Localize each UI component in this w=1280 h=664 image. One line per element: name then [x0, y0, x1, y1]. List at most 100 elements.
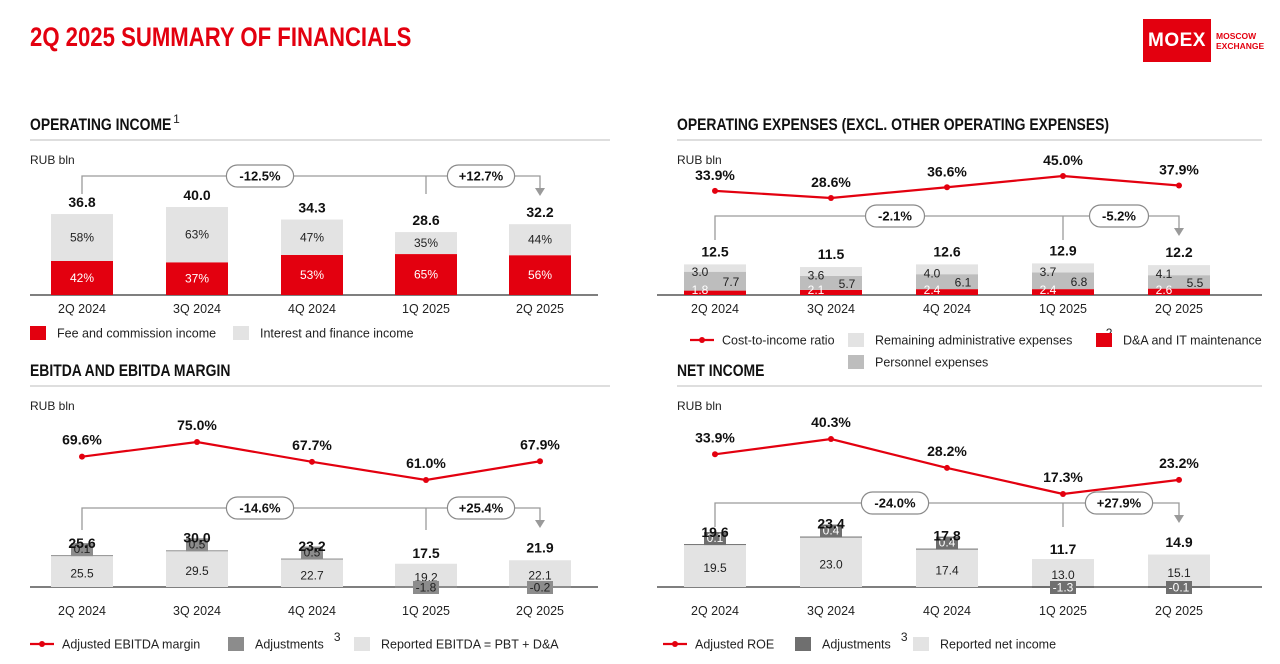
ebitda-margin-label: 61.0%	[406, 455, 446, 471]
legend-ebitda-margin-swatch-dot	[39, 641, 45, 647]
operating-expenses-bar-admin	[1148, 265, 1210, 276]
ebitda-margin-point	[79, 453, 85, 460]
operating-expenses-da-label: 2.1	[808, 283, 825, 297]
operating-expenses-da-label: 2.4	[924, 283, 941, 297]
ebitda-bar-reported	[395, 563, 457, 587]
cost-to-income-point	[828, 195, 834, 201]
operating-income-bar-interest	[281, 219, 343, 256]
net-income-adjustment-label: 0.1	[707, 531, 724, 545]
operating-expenses-compare-2-pill	[1088, 204, 1150, 228]
operating-expenses-personnel-label: 7.7	[723, 275, 740, 289]
logo-mark: MOEX	[1143, 19, 1211, 62]
legend-fee-swatch	[30, 326, 46, 340]
page-title: 2Q 2025 SUMMARY OF FINANCIALS	[30, 22, 412, 52]
net-income-compare-1-label: -24.0%	[874, 496, 916, 511]
ebitda-adjustment-label: 0.1	[74, 542, 91, 556]
ebitda-margin-label: 75.0%	[177, 417, 217, 433]
legend-admin-label: Remaining administrative expenses	[875, 334, 1072, 348]
legend-ebitda-adjustments-note: 3	[334, 630, 341, 644]
net-income-adjustment-box	[1166, 581, 1192, 594]
ebitda-margin-label: 67.9%	[520, 436, 560, 452]
operating-income-total: 34.3	[298, 200, 325, 216]
legend-cost-to-income-label: Cost-to-income ratio	[722, 334, 835, 348]
cost-to-income-label: 28.6%	[811, 174, 851, 190]
ebitda-adjustment-box	[413, 581, 439, 594]
operating-expenses-bar-personnel	[684, 271, 746, 291]
ebitda-margin-label: 69.6%	[62, 432, 102, 448]
legend-net-reported-swatch	[913, 637, 929, 651]
operating-expenses-title: OPERATING EXPENSES (EXCL. OTHER OPERATIN…	[677, 116, 1109, 135]
operating-income-bracket	[81, 175, 541, 194]
net-income-tick: 3Q 2024	[807, 604, 855, 618]
net-income-adjustment-box	[704, 532, 726, 546]
legend-net-adjustments-swatch	[795, 637, 811, 651]
operating-income-arrow	[535, 188, 545, 196]
net-income-compare-2-label: +27.9%	[1097, 496, 1142, 511]
operating-expenses-total: 12.9	[1049, 242, 1076, 258]
net-income-adjustment-label: 0.4	[939, 536, 956, 550]
ebitda-total: 21.9	[526, 540, 553, 556]
net-income-bracket	[714, 502, 1180, 527]
legend-personnel-label: Personnel expenses	[875, 356, 988, 370]
net-income-tick: 2Q 2025	[1155, 604, 1203, 618]
operating-expenses-tick: 1Q 2025	[1039, 302, 1087, 316]
operating-expenses-da-label: 2.4	[1040, 283, 1057, 297]
net-income-total: 17.8	[933, 528, 960, 544]
operating-expenses-da-label: 2.6	[1156, 283, 1173, 297]
legend-personnel-swatch	[848, 355, 864, 369]
cost-to-income-label: 45.0%	[1043, 152, 1083, 168]
net-income-adjustment-label: -0.1	[1169, 581, 1190, 595]
legend-ebitda-margin-label: Adjusted EBITDA margin	[62, 638, 200, 652]
operating-income-total: 36.8	[68, 194, 95, 210]
legend-fee-label: Fee and commission income	[57, 327, 216, 341]
operating-expenses-bar-admin	[1032, 263, 1094, 273]
legend-ebitda-adjustments-label: Adjustments	[255, 638, 324, 652]
operating-expenses-bar-da	[684, 290, 746, 295]
legend-adjusted-roe-swatch-dot	[672, 641, 678, 647]
operating-income-compare-1-label: -12.5%	[239, 169, 281, 184]
operating-income-compare-1-pill	[225, 164, 295, 188]
operating-income-bar-interest	[395, 232, 457, 255]
ebitda-margin-point	[194, 439, 200, 445]
operating-expenses-bar-personnel	[1032, 272, 1094, 290]
operating-income-bar-fee	[166, 262, 228, 295]
ebitda-unit: RUB bln	[30, 399, 75, 413]
logo-subtitle: MOSCOW EXCHANGE	[1216, 31, 1265, 51]
operating-income-title: OPERATING INCOME	[30, 116, 171, 135]
operating-income-bar-interest	[51, 214, 113, 261]
moex-logo: MOEX MOSCOW EXCHANGE	[1143, 19, 1268, 62]
cost-to-income-label: 33.9%	[695, 167, 735, 183]
ebitda-margin-point	[309, 458, 315, 465]
ebitda-adjustment-label: 0.5	[304, 546, 321, 560]
ebitda-bracket	[81, 507, 541, 530]
ebitda-adjustment-box	[71, 543, 93, 557]
cost-to-income-point	[944, 184, 950, 191]
operating-expenses-tick: 2Q 2025	[1155, 302, 1203, 316]
net-income-bar-reported	[800, 537, 862, 587]
operating-expenses-bar-admin	[800, 267, 862, 276]
operating-expenses-total: 11.5	[818, 246, 845, 262]
operating-expenses-compare-1-pill	[864, 204, 926, 228]
operating-expenses-tick: 2Q 2024	[691, 302, 739, 316]
ebitda-tick: 1Q 2025	[402, 604, 450, 618]
ebitda-total: 30.0	[183, 530, 210, 546]
operating-expenses-bar-da	[800, 289, 862, 295]
operating-income-title-note: 1	[173, 112, 180, 126]
ebitda-compare-1-pill	[225, 496, 295, 520]
net-income-reported-label: 13.0	[1051, 568, 1075, 582]
adjusted-roe-point	[1060, 491, 1066, 497]
cost-to-income-point	[1176, 182, 1182, 189]
cost-to-income-point	[712, 187, 718, 194]
ebitda-tick: 4Q 2024	[288, 604, 336, 618]
ebitda-tick: 2Q 2025	[516, 604, 564, 618]
legend-ebitda-adjustments-swatch	[228, 637, 244, 651]
operating-income-unit: RUB bln	[30, 153, 75, 167]
net-income-unit: RUB bln	[677, 399, 722, 413]
legend-interest-label: Interest and finance income	[260, 327, 414, 341]
net-income-tick: 2Q 2024	[691, 604, 739, 618]
operating-income-tick: 3Q 2024	[173, 302, 221, 316]
operating-expenses-total: 12.5	[701, 243, 728, 259]
net-income-title: NET INCOME	[677, 362, 764, 381]
net-income-reported-label: 23.0	[819, 557, 843, 571]
ebitda-margin-point	[537, 458, 543, 465]
